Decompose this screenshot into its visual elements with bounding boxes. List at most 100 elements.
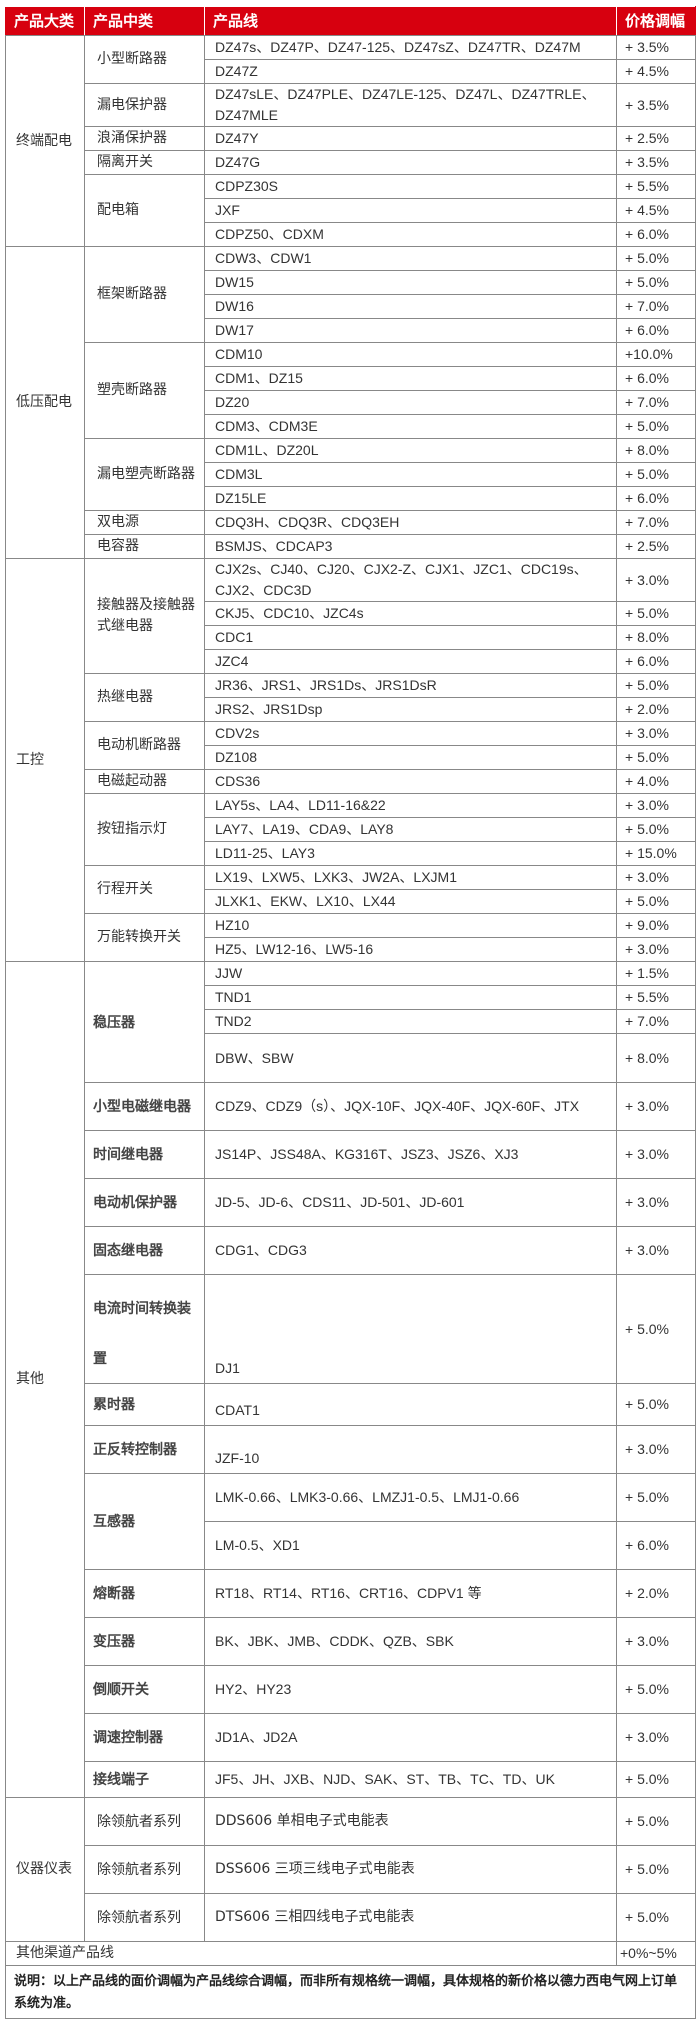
category-cell: 仪器仪表 <box>5 1797 85 1942</box>
subcategory-cell: 按钮指示灯 <box>84 793 205 866</box>
table-row: 工控 接触器及接触器式继电器 CJX2s、CJ40、CJ20、CJX2-Z、CJX1… <box>5 558 696 962</box>
subcategory-cell: 倒顺开关 <box>84 1665 205 1714</box>
subcategory-cell: 电容器 <box>84 534 205 559</box>
price-change-cell: + 2.0% <box>616 697 696 722</box>
table-row: 其他 稳压器 JJW + 1.5% <box>5 961 696 1798</box>
price-change-cell: + 6.0% <box>616 222 696 247</box>
price-change-cell: + 4.5% <box>616 59 696 84</box>
price-change-cell: + 6.0% <box>616 1521 696 1570</box>
table-row: DZ15LE + 6.0% <box>6 486 696 511</box>
product-line-cell: DZ47Z <box>204 59 617 84</box>
table-row: 热继电器 JR36、JRS1、JRS1Ds、JRS1DsR + 5.0% <box>6 673 696 722</box>
table-row: DZ47Z + 4.5% <box>6 59 696 84</box>
product-line-cell: JD1A、JD2A <box>204 1713 617 1762</box>
price-change-cell: + 3.0% <box>616 793 696 818</box>
product-line-cell: DZ15LE <box>204 486 617 511</box>
table-row: DW15 + 5.0% <box>6 270 696 295</box>
price-change-cell: + 9.0% <box>616 913 696 938</box>
product-line-cell: JRS2、JRS1Dsp <box>204 697 617 722</box>
header-category: 产品大类 <box>5 6 85 36</box>
price-change-cell: + 3.0% <box>616 1082 696 1131</box>
subcategory-cell: 固态继电器 <box>84 1226 205 1275</box>
table-row: 漏电塑壳断路器 CDM1L、DZ20L + 8.0% <box>6 438 696 511</box>
product-line-cell: CDM10 <box>204 342 617 367</box>
table-row: 正反转控制器 JZF-10 + 3.0% <box>6 1425 696 1474</box>
subcategory-cell: 浪涌保护器 <box>84 126 205 151</box>
table-row: TND2 + 7.0% <box>6 1009 696 1034</box>
price-change-cell: + 5.0% <box>616 1473 696 1522</box>
price-change-cell: + 3.0% <box>616 1178 696 1227</box>
price-change-cell: + 3.0% <box>616 1713 696 1762</box>
subcategory-cell: 除领航者系列 <box>84 1797 205 1846</box>
subcategory-cell: 塑壳断路器 <box>84 342 205 439</box>
price-change-cell: + 3.0% <box>616 1425 696 1474</box>
price-change-cell: + 5.0% <box>616 462 696 487</box>
price-change-cell: + 5.0% <box>616 889 696 914</box>
product-line-cell: LX19、LXW5、LXK3、JW2A、LXJM1 <box>204 865 617 890</box>
table-row: 配电箱 CDPZ30S + 5.5% <box>6 174 696 247</box>
subcategory-cell: 调速控制器 <box>84 1713 205 1762</box>
product-line-cell: CDW3、CDW1 <box>204 246 617 271</box>
table-row: 接线端子 JF5、JH、JXB、NJD、SAK、ST、TB、TC、TD、UK + 5… <box>6 1761 696 1798</box>
price-change-cell: + 3.0% <box>616 865 696 890</box>
product-line-cell: DDS606 单相电子式电能表 <box>204 1797 617 1846</box>
price-change-cell: + 6.0% <box>616 318 696 343</box>
subcategory-cell: 电流时间转换装置 <box>84 1274 205 1384</box>
table-body: 终端配电 小型断路器 DZ47s、DZ47P、DZ47-125、DZ47sZ、DZ4… <box>5 35 696 1942</box>
product-line-cell: LMK-0.66、LMK3-0.66、LMZJ1-0.5、LMJ1-0.66 <box>204 1473 617 1522</box>
price-change-cell: + 5.0% <box>616 1893 696 1942</box>
subcategory-cell: 小型电磁继电器 <box>84 1082 205 1131</box>
subcategory-cell: 配电箱 <box>84 174 205 247</box>
product-line-cell: LAY7、LA19、CDA9、LAY8 <box>204 817 617 842</box>
table-row: 调速控制器 JD1A、JD2A + 3.0% <box>6 1713 696 1762</box>
product-line-cell: TND1 <box>204 985 617 1010</box>
product-line-cell: BSMJS、CDCAP3 <box>204 534 617 559</box>
product-line-cell: HY2、HY23 <box>204 1665 617 1714</box>
product-line-cell: CDZ9、CDZ9（s）、JQX-10F、JQX-40F、JQX-60F、JTX <box>204 1082 617 1131</box>
subcategory-cell: 电动机断路器 <box>84 721 205 770</box>
product-line-cell: JZC4 <box>204 649 617 674</box>
table-row: 电容器 BSMJS、CDCAP3 + 2.5% <box>6 534 696 559</box>
product-line-cell: DZ47sLE、DZ47PLE、DZ47LE-125、DZ47L、DZ47TRL… <box>204 83 617 127</box>
price-change-cell: + 5.0% <box>616 817 696 842</box>
price-change-cell: + 1.5% <box>616 961 696 986</box>
product-line-cell: CDM3L <box>204 462 617 487</box>
subcategory-cell: 万能转换开关 <box>84 913 205 962</box>
table-row: HZ5、LW12-16、LW5-16 + 3.0% <box>6 937 696 962</box>
subcategory-cell: 除领航者系列 <box>84 1845 205 1894</box>
price-change-cell: + 3.0% <box>616 558 696 602</box>
table-row: 熔断器 RT18、RT14、RT16、CRT16、CDPV1 等 + 2.0% <box>6 1569 696 1618</box>
subcategory-cell: 漏电塑壳断路器 <box>84 438 205 511</box>
product-line-cell: BK、JBK、JMB、CDDK、QZB、SBK <box>204 1617 617 1666</box>
subcategory-cell: 接线端子 <box>84 1761 205 1798</box>
price-change-cell: + 3.0% <box>616 721 696 746</box>
product-line-cell: DTS606 三相四线电子式电能表 <box>204 1893 617 1942</box>
other-channels-row: 其他渠道产品线 +0%~5% <box>5 1941 696 1966</box>
product-line-cell: CDM3、CDM3E <box>204 414 617 439</box>
price-change-cell: + 2.0% <box>616 1569 696 1618</box>
category-cell: 低压配电 <box>5 246 85 559</box>
price-change-cell: + 3.0% <box>616 1617 696 1666</box>
price-change-cell: + 5.5% <box>616 985 696 1010</box>
table-row: DZ20 + 7.0% <box>6 390 696 415</box>
price-change-cell: + 8.0% <box>616 625 696 650</box>
product-line-cell: CKJ5、CDC10、JZC4s <box>204 601 617 626</box>
price-change-cell: + 5.5% <box>616 174 696 199</box>
product-line-cell: DW16 <box>204 294 617 319</box>
price-change-cell: + 5.0% <box>616 745 696 770</box>
subcategory-cell: 稳压器 <box>84 961 205 1083</box>
price-change-cell: + 3.0% <box>616 1130 696 1179</box>
product-line-cell: DZ108 <box>204 745 617 770</box>
price-change-cell: + 3.5% <box>616 35 696 60</box>
product-line-cell: CDV2s <box>204 721 617 746</box>
price-change-cell: + 5.0% <box>616 414 696 439</box>
product-line-cell: JS14P、JSS48A、KG316T、JSZ3、JSZ6、XJ3 <box>204 1130 617 1179</box>
price-change-cell: + 3.0% <box>616 1226 696 1275</box>
table-row: 累时器 CDAT1 + 5.0% <box>6 1383 696 1426</box>
table-row: 仪器仪表 除领航者系列 DDS606 单相电子式电能表 + 5.0% <box>5 1797 696 1942</box>
table-row: 隔离开关 DZ47G + 3.5% <box>6 150 696 175</box>
table-row: 小型电磁继电器 CDZ9、CDZ9（s）、JQX-10F、JQX-40F、JQX-… <box>6 1082 696 1131</box>
subcategory-cell: 漏电保护器 <box>84 83 205 127</box>
price-change-cell: + 2.5% <box>616 534 696 559</box>
price-change-cell: + 5.0% <box>616 270 696 295</box>
